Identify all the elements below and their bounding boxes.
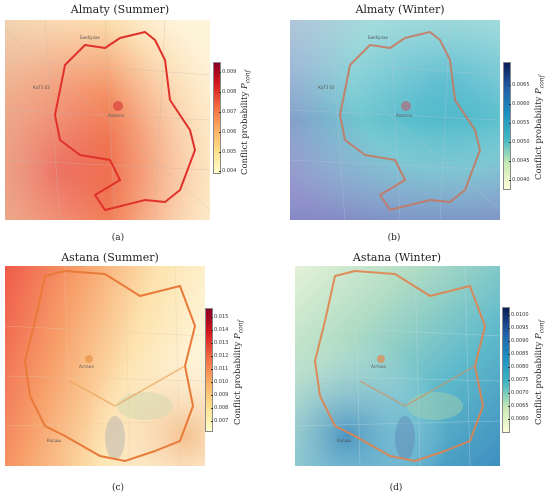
colorbar-tick: 0.0055	[512, 120, 530, 126]
colorbar-tick: 0.0085	[511, 351, 529, 357]
colorbar-tick: 0.0060	[512, 101, 530, 107]
heatmap-map: Алматы КаТЗ 03 Бекбулак	[5, 20, 210, 220]
colorbar-tick: 0.0065	[511, 403, 529, 409]
colorbar-tick: 0.012	[214, 353, 229, 359]
colorbar-tick: 0.004	[222, 168, 237, 174]
colorbar-tick: 0.007	[214, 418, 229, 424]
colorbar-tick: 0.009	[214, 392, 229, 398]
colorbar	[205, 308, 213, 432]
colorbar-tick: 0.0040	[512, 177, 530, 183]
colorbar-label: Conflict probability Pconf	[233, 320, 245, 425]
panel-label: (c)	[111, 483, 125, 493]
place-label: Алматы	[396, 113, 413, 118]
panel-label: (a)	[111, 233, 125, 243]
colorbar-label: Conflict probability Pconf	[534, 75, 546, 180]
colorbar-tick: 0.014	[214, 327, 229, 333]
place-label: Косшы	[47, 438, 62, 443]
colorbar	[503, 62, 511, 190]
colorbar-tick: 0.0070	[511, 390, 529, 396]
colorbar-tick: 0.0075	[511, 377, 529, 383]
colorbar-tick: 0.015	[214, 314, 229, 320]
colorbar-tick: 0.0045	[512, 158, 530, 164]
colorbar-tick: 0.0065	[512, 82, 530, 88]
colorbar-tick: 0.0050	[512, 139, 530, 145]
place-label: КаТЗ 03	[33, 85, 50, 90]
colorbar-tick: 0.013	[214, 340, 229, 346]
colorbar-tick: 0.010	[214, 379, 229, 385]
colorbar-tick: 0.008	[222, 89, 237, 95]
colorbar-tick: 0.0060	[511, 416, 529, 422]
colorbar-tick: 0.008	[214, 405, 229, 411]
colorbar-tick: 0.006	[222, 129, 237, 135]
panel-label: (b)	[387, 233, 401, 243]
place-label: КаТЗ 03	[318, 85, 335, 90]
place-label: Астана	[371, 364, 386, 369]
colorbar-label: Conflict probability Pconf	[534, 320, 546, 425]
heatmap-map: Астана Косшы	[295, 266, 500, 466]
colorbar-label: Conflict probability Pconf	[240, 70, 252, 175]
colorbar-tick: 0.0100	[511, 312, 529, 318]
panel-title: Astana (Winter)	[352, 251, 442, 264]
panel-title: Almaty (Summer)	[70, 3, 170, 16]
colorbar-tick: 0.007	[222, 109, 237, 115]
heatmap-map: Астана Косшы	[5, 266, 205, 466]
colorbar	[213, 62, 221, 174]
place-label: Астана	[79, 364, 94, 369]
place-label: Косшы	[337, 438, 352, 443]
heatmap-map: Алматы КаТЗ 03 Бекбулак	[290, 20, 500, 220]
colorbar-tick: 0.011	[214, 366, 229, 372]
place-label: Бекбулак	[368, 35, 388, 40]
colorbar-tick: 0.0095	[511, 325, 529, 331]
colorbar-tick: 0.009	[222, 69, 237, 75]
colorbar-tick: 0.0080	[511, 364, 529, 370]
colorbar-tick: 0.005	[222, 149, 237, 155]
panel-title: Astana (Summer)	[61, 251, 159, 264]
panel-label: (d)	[389, 483, 403, 493]
place-label: Бекбулак	[80, 35, 100, 40]
colorbar	[502, 307, 510, 433]
colorbar-tick: 0.0090	[511, 338, 529, 344]
place-label: Алматы	[108, 113, 125, 118]
panel-title: Almaty (Winter)	[355, 3, 445, 16]
